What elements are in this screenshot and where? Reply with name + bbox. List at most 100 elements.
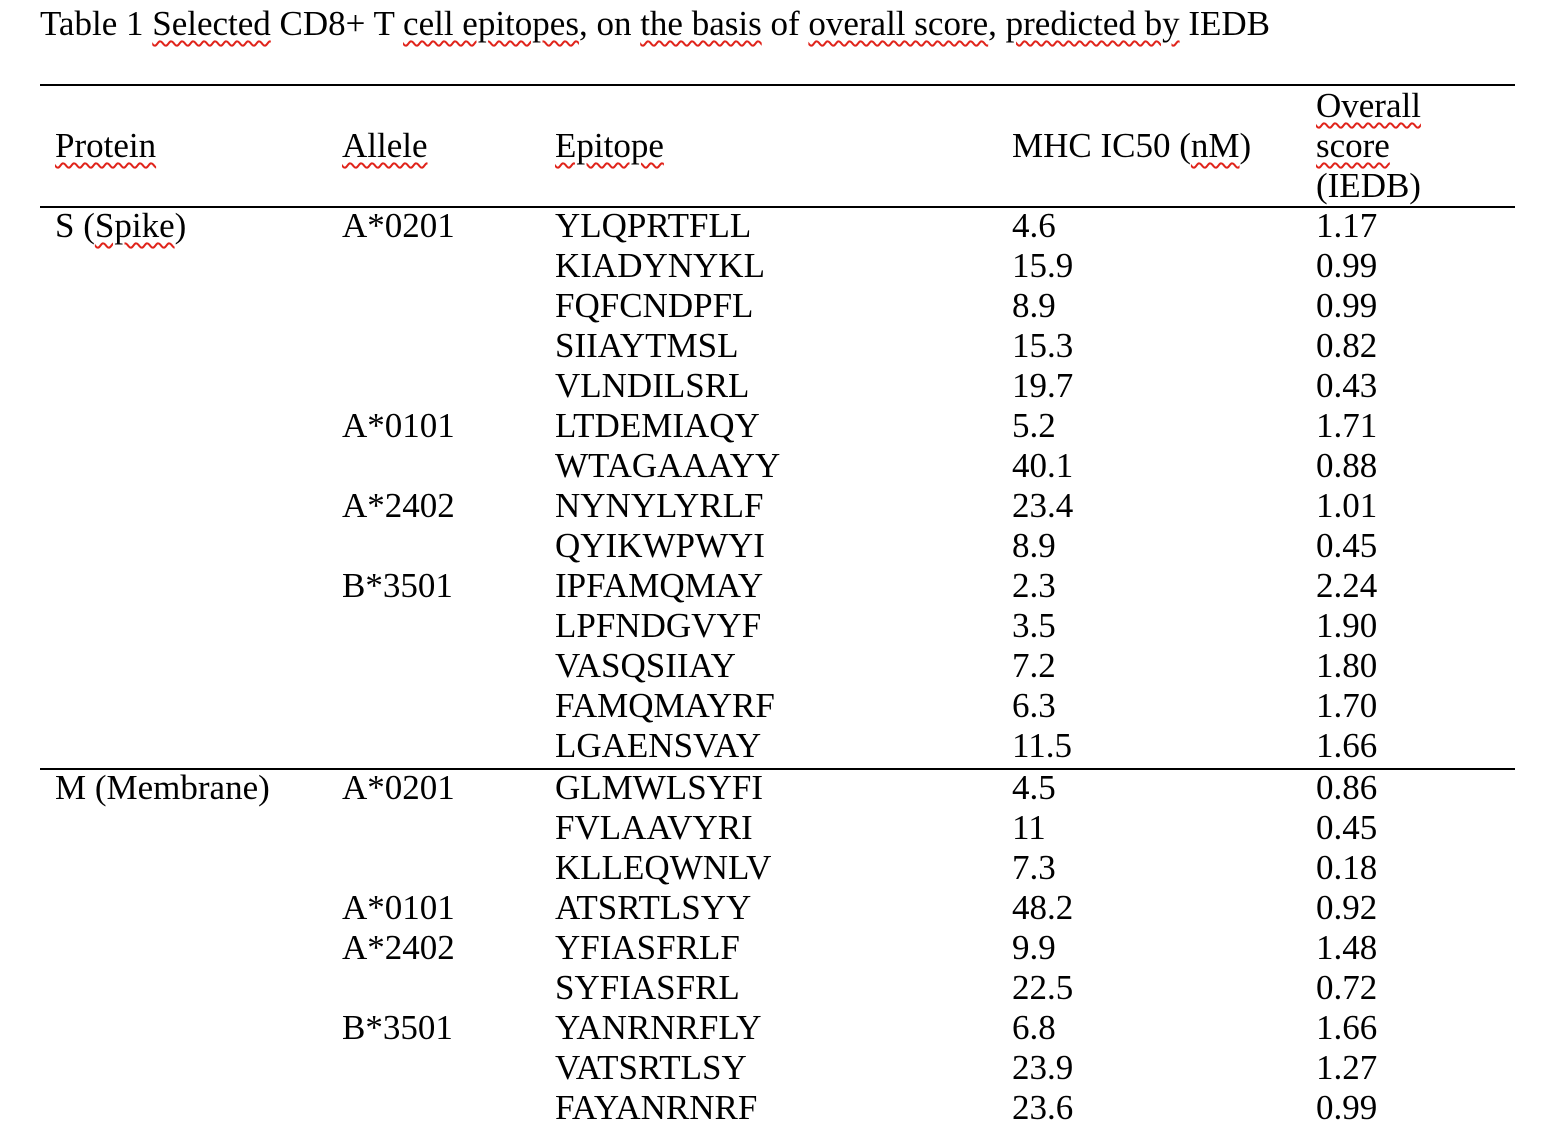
cell-score: 0.99	[1316, 246, 1378, 285]
cell-ic50: 11.5	[1012, 726, 1072, 765]
cell-allele: A*0201	[342, 768, 455, 807]
cell-epitope: YLQPRTFLL	[555, 206, 752, 245]
caption-text: , on	[578, 4, 641, 43]
cell-score: 0.43	[1316, 366, 1378, 405]
top-rule	[40, 84, 1515, 86]
cell-epitope: FQFCNDPFL	[555, 286, 754, 325]
cell-epitope: KLLEQWNLV	[555, 848, 772, 887]
cell-allele: A*0101	[342, 888, 455, 927]
cell-protein-word: Spike	[94, 206, 175, 245]
cell-allele: A*2402	[342, 486, 455, 525]
cell-epitope: VLNDILSRL	[555, 366, 750, 405]
cell-score: 2.24	[1316, 566, 1378, 605]
header-ic50-unit: nM	[1190, 126, 1240, 165]
cell-protein-text: M (Membrane)	[55, 768, 270, 807]
caption-word: the basis	[640, 4, 762, 43]
cell-allele: A*0101	[342, 406, 455, 445]
cell-ic50: 8.9	[1012, 286, 1056, 325]
caption-suffix: IEDB	[1179, 4, 1271, 43]
cell-epitope: GLMWLSYFI	[555, 768, 764, 807]
cell-ic50: 11	[1012, 808, 1046, 847]
cell-epitope: VATSRTLSY	[555, 1048, 747, 1087]
caption-text: ,	[988, 4, 1006, 43]
cell-epitope: SIIAYTMSL	[555, 326, 739, 365]
header-score-line2: score	[1316, 126, 1390, 165]
cell-epitope: NYNYLYRLF	[555, 486, 764, 525]
cell-score: 0.45	[1316, 808, 1378, 847]
cell-epitope: YFIASFRLF	[555, 928, 740, 967]
cell-ic50: 22.5	[1012, 968, 1074, 1007]
cell-score: 1.66	[1316, 726, 1378, 765]
cell-score: 1.27	[1316, 1048, 1378, 1087]
cell-epitope: FVLAAVYRI	[555, 808, 753, 847]
cell-score: 1.48	[1316, 928, 1378, 967]
cell-protein: M (Membrane)	[55, 768, 270, 808]
cell-ic50: 9.9	[1012, 928, 1056, 967]
cell-ic50: 7.3	[1012, 848, 1056, 887]
cell-score: 0.18	[1316, 848, 1378, 887]
header-overall-score: Overall score (IEDB)	[1316, 86, 1421, 206]
cell-score: 1.90	[1316, 606, 1378, 645]
cell-score: 1.17	[1316, 206, 1378, 245]
cell-ic50: 8.9	[1012, 526, 1056, 565]
header-protein: Protein	[55, 126, 157, 165]
cell-epitope: ATSRTLSYY	[555, 888, 752, 927]
cell-score: 0.82	[1316, 326, 1378, 365]
cell-score: 0.92	[1316, 888, 1378, 927]
cell-epitope: LTDEMIAQY	[555, 406, 760, 445]
caption-text: of	[761, 4, 809, 43]
header-ic50-prefix: MHC IC50 (	[1012, 126, 1191, 165]
cell-ic50: 40.1	[1012, 446, 1074, 485]
cell-score: 0.45	[1316, 526, 1378, 565]
cell-epitope: FAMQMAYRF	[555, 686, 775, 725]
caption-word: Selected	[152, 4, 271, 43]
cell-score: 1.71	[1316, 406, 1378, 445]
cell-ic50: 5.2	[1012, 406, 1056, 445]
cell-epitope: WTAGAAAYY	[555, 446, 781, 485]
cell-epitope: YANRNRFLY	[555, 1008, 762, 1047]
cell-ic50: 4.6	[1012, 206, 1056, 245]
cell-allele: B*3501	[342, 566, 453, 605]
cell-epitope: LGAENSVAY	[555, 726, 762, 765]
cell-score: 0.88	[1316, 446, 1378, 485]
cell-ic50: 19.7	[1012, 366, 1074, 405]
header-rule	[40, 206, 1515, 208]
cell-score: 0.99	[1316, 1088, 1378, 1127]
cell-protein: S (Spike)	[55, 206, 186, 246]
cell-epitope: VASQSIIAY	[555, 646, 736, 685]
cell-epitope: FAYANRNRF	[555, 1088, 758, 1127]
header-allele: Allele	[342, 126, 428, 165]
cell-score: 0.86	[1316, 768, 1378, 807]
cell-epitope: SYFIASFRL	[555, 968, 740, 1007]
cell-ic50: 23.4	[1012, 486, 1074, 525]
cell-ic50: 6.8	[1012, 1008, 1056, 1047]
cell-score: 0.72	[1316, 968, 1378, 1007]
header-ic50: MHC IC50 (nM)	[1012, 126, 1251, 166]
cell-ic50: 7.2	[1012, 646, 1056, 685]
cell-ic50: 15.3	[1012, 326, 1074, 365]
caption-word: predicted by	[1005, 4, 1180, 43]
cell-epitope: IPFAMQMAY	[555, 566, 764, 605]
cell-ic50: 3.5	[1012, 606, 1056, 645]
group-rule	[40, 768, 1515, 770]
cell-ic50: 4.5	[1012, 768, 1056, 807]
cell-epitope: LPFNDGVYF	[555, 606, 762, 645]
header-ic50-suffix: )	[1239, 126, 1252, 165]
caption-word: cell epitopes	[403, 4, 579, 43]
cell-ic50: 23.9	[1012, 1048, 1074, 1087]
cell-score: 1.01	[1316, 486, 1378, 525]
cell-score: 1.80	[1316, 646, 1378, 685]
table-caption: Table 1 Selected CD8+ T cell epitopes, o…	[40, 2, 1270, 46]
caption-word: overall score	[808, 4, 989, 43]
cell-allele: A*0201	[342, 206, 455, 245]
cell-allele: A*2402	[342, 928, 455, 967]
cell-score: 1.70	[1316, 686, 1378, 725]
cell-ic50: 23.6	[1012, 1088, 1074, 1127]
cell-ic50: 2.3	[1012, 566, 1056, 605]
cell-epitope: QYIKWPWYI	[555, 526, 765, 565]
cell-epitope: KIADYNYKL	[555, 246, 765, 285]
cell-allele: B*3501	[342, 1008, 453, 1047]
caption-prefix: Table 1	[40, 4, 153, 43]
caption-text: CD8+ T	[270, 4, 404, 43]
cell-score: 1.66	[1316, 1008, 1378, 1047]
